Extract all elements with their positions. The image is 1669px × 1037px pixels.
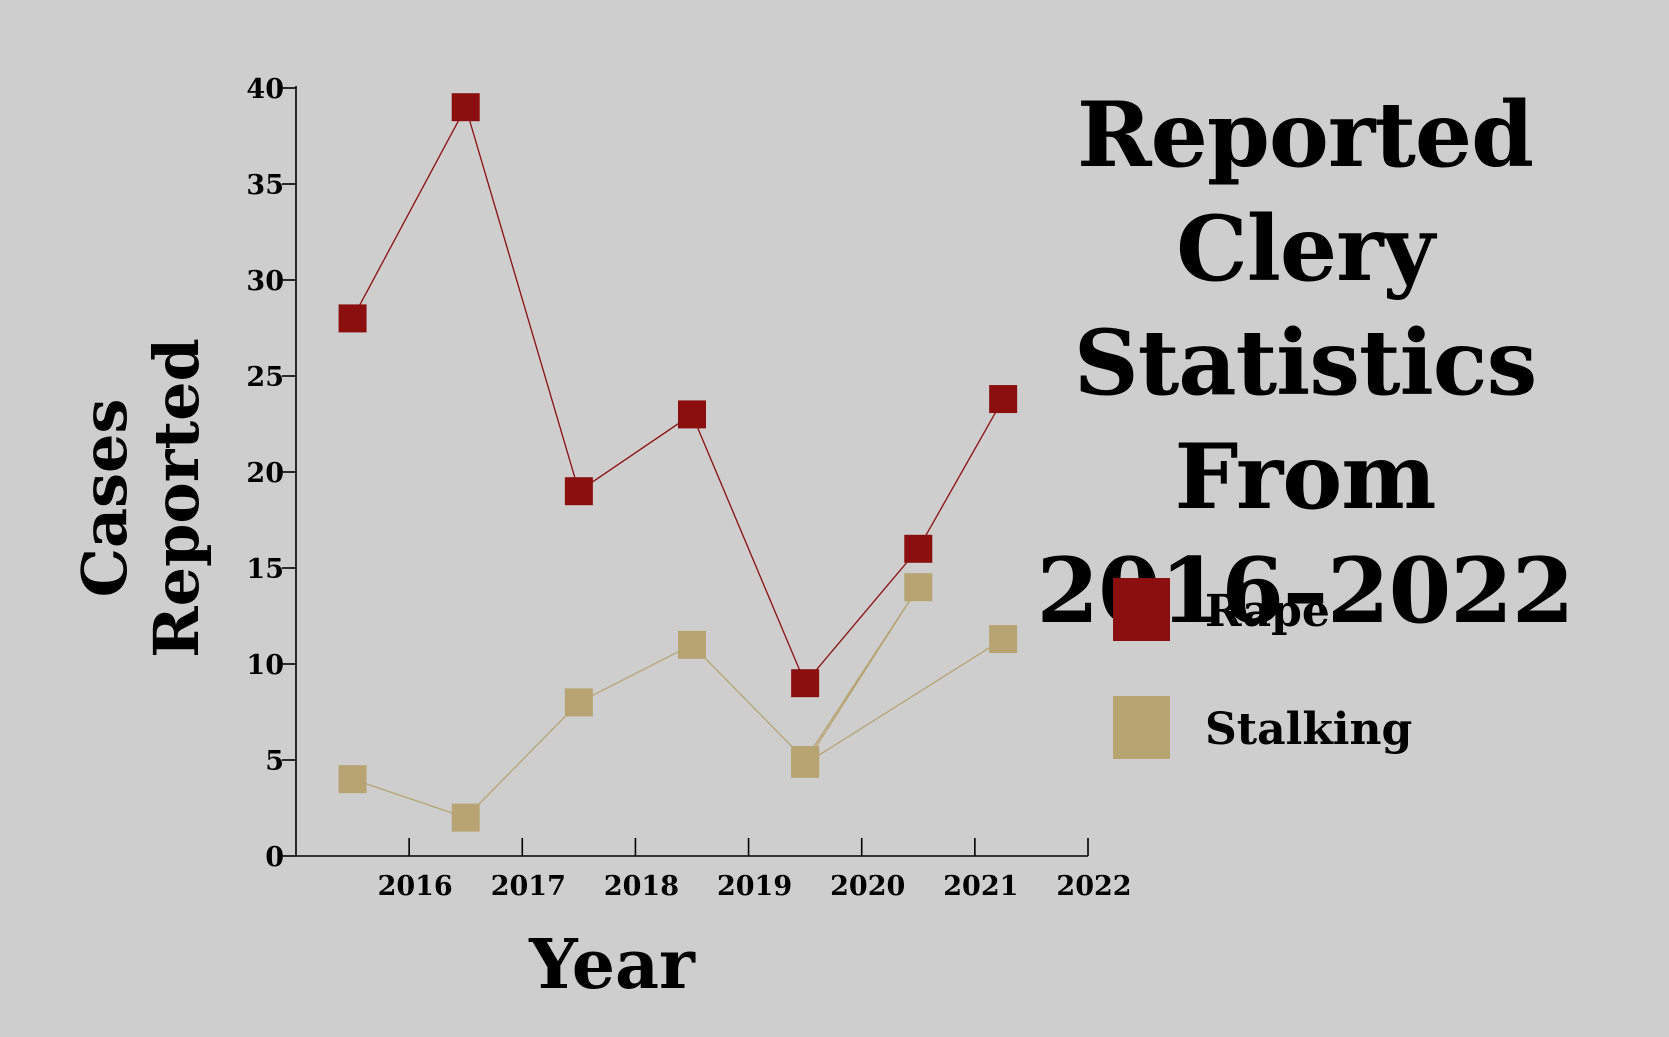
y-tick-label: 25 bbox=[246, 362, 284, 393]
x-tick-label: 2021 bbox=[943, 871, 1018, 902]
axes: 0 5 10 15 20 25 30 35 40 2016 2017 2018 2019 2020 2021… bbox=[246, 74, 1131, 902]
legend-label-stalking: Stalking bbox=[1205, 704, 1413, 755]
data-point-stalking bbox=[338, 765, 367, 794]
x-tick-label: 2019 bbox=[717, 871, 792, 902]
y-tick-label: 5 bbox=[265, 746, 284, 777]
chart-title-line-1: Reported Clery bbox=[1076, 82, 1534, 302]
data-point-stalking bbox=[791, 749, 820, 778]
data-point-rape bbox=[989, 385, 1018, 414]
y-axis-title-line-1: Cases bbox=[68, 399, 141, 598]
x-tick-label: 2020 bbox=[830, 871, 905, 902]
x-axis-title: Year bbox=[528, 925, 696, 1005]
x-tick-label: 2017 bbox=[491, 871, 566, 902]
y-tick-label: 10 bbox=[246, 650, 284, 681]
y-axis-title: Cases Reported bbox=[68, 338, 213, 658]
data-point-rape bbox=[791, 669, 820, 698]
y-tick-label: 0 bbox=[265, 842, 284, 873]
data-point-rape bbox=[338, 304, 367, 333]
y-tick-label: 30 bbox=[246, 266, 284, 297]
x-tick-label: 2022 bbox=[1056, 871, 1131, 902]
x-tick-label: 2016 bbox=[378, 871, 453, 902]
y-axis-title-line-2: Reported bbox=[140, 338, 213, 658]
series-line-stalking bbox=[352, 586, 1004, 819]
data-point-rape bbox=[564, 477, 593, 506]
data-point-rape bbox=[904, 534, 933, 563]
data-point-stalking bbox=[989, 625, 1018, 654]
chart-title: Reported Clery Statistics From 2016–2022 bbox=[985, 78, 1625, 648]
y-tick-label: 20 bbox=[246, 458, 284, 489]
y-tick-label: 15 bbox=[246, 554, 284, 585]
series-layer bbox=[338, 93, 1018, 832]
y-tick-label: 35 bbox=[246, 170, 284, 201]
chart-title-line-2: Statistics From bbox=[1073, 310, 1538, 530]
data-point-stalking bbox=[678, 630, 706, 659]
legend-swatch-rape bbox=[1113, 578, 1170, 641]
legend-label-rape: Rape bbox=[1205, 586, 1330, 637]
data-point-stalking bbox=[451, 803, 480, 832]
y-tick-label: 40 bbox=[246, 74, 284, 105]
data-point-rape bbox=[678, 400, 706, 429]
data-point-stalking bbox=[564, 688, 593, 717]
data-point-rape bbox=[451, 93, 480, 122]
data-point-stalking bbox=[904, 573, 933, 602]
x-tick-label: 2018 bbox=[604, 871, 679, 902]
legend-swatch-stalking bbox=[1113, 696, 1170, 759]
